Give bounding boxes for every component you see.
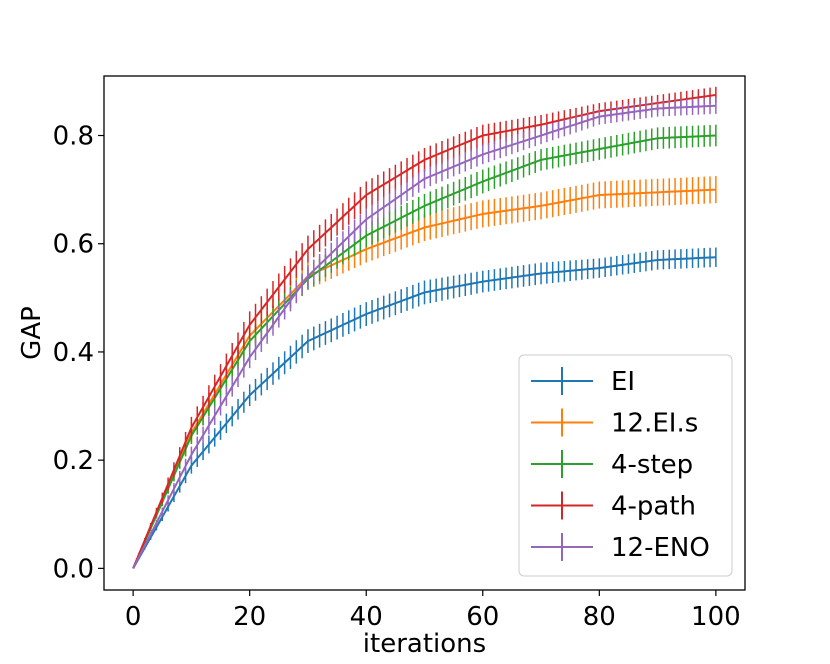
legend: EI 12.EI.s 4-step 4-path 12-ENO bbox=[518, 354, 733, 577]
legend-label: 12-ENO bbox=[611, 533, 710, 563]
legend-label: EI bbox=[611, 367, 635, 397]
legend-label: 4-step bbox=[611, 450, 693, 480]
series-12-eno bbox=[132, 97, 717, 569]
y-tick-label: 0.2 bbox=[53, 446, 94, 476]
y-tick-label: 0.4 bbox=[53, 338, 94, 368]
series-line bbox=[132, 93, 716, 569]
legend-item: 12-ENO bbox=[531, 533, 710, 563]
series-line bbox=[132, 256, 716, 569]
series-line bbox=[132, 188, 716, 569]
legend-label: 4-path bbox=[611, 492, 696, 522]
x-axis-title: iterations bbox=[363, 629, 486, 659]
series-ei bbox=[132, 247, 717, 569]
y-tick-label: 0.8 bbox=[53, 122, 94, 152]
y-tick-label: 0.6 bbox=[53, 230, 94, 260]
series-4-path bbox=[132, 86, 717, 569]
legend-item: 12.EI.s bbox=[531, 408, 698, 439]
legend-item: 4-step bbox=[531, 450, 693, 480]
plot-layer bbox=[132, 86, 717, 569]
legend-label: 12.EI.s bbox=[611, 409, 698, 439]
x-tick-label: 40 bbox=[350, 602, 383, 632]
axes-layer: 0 20 40 60 80 100 0.0 0.2 0.4 0.6 0.8 bbox=[53, 122, 741, 632]
series-line bbox=[132, 134, 716, 569]
plot-frame bbox=[103, 75, 746, 591]
x-tick-label: 80 bbox=[583, 602, 616, 632]
legend-item: 4-path bbox=[531, 491, 696, 522]
x-tick-label: 20 bbox=[233, 602, 266, 632]
series-line bbox=[132, 104, 716, 569]
legend-box bbox=[518, 354, 733, 577]
legend-item: EI bbox=[531, 367, 635, 397]
x-tick-label: 0 bbox=[125, 602, 142, 632]
y-axis-title: GAP bbox=[17, 306, 47, 360]
y-tick-label: 0.0 bbox=[53, 554, 94, 584]
x-tick-label: 100 bbox=[691, 602, 741, 632]
x-tick-label: 60 bbox=[466, 602, 499, 632]
